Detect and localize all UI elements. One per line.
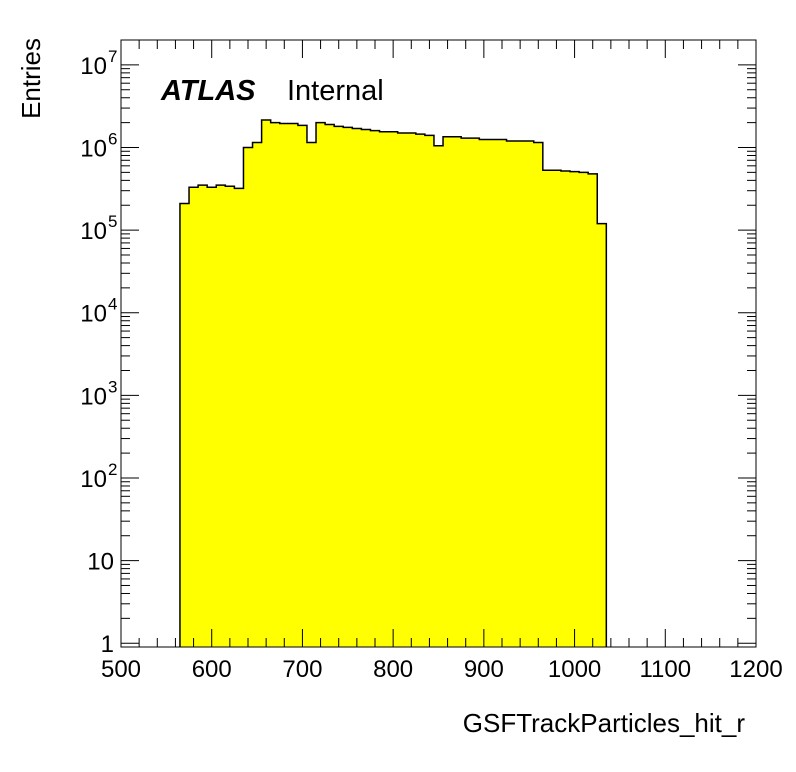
histogram-bar [225, 186, 235, 647]
histogram-bar [479, 139, 489, 647]
x-tick-label: 800 [373, 656, 413, 683]
x-tick-labels: 500 600 700 800 900 1000 1100 1200 [101, 656, 783, 683]
histogram-bar [524, 140, 535, 647]
histogram-bar [261, 120, 272, 648]
y-tick-label-exponent: 6 [108, 129, 117, 148]
histogram-bar [588, 173, 598, 647]
plot-frame [120, 39, 757, 648]
histogram-bar [243, 147, 254, 647]
histogram-bar [443, 136, 453, 648]
x-tick-label: 600 [192, 656, 232, 683]
histogram-bars [179, 120, 607, 648]
histogram-bar [506, 140, 517, 647]
histogram-bar [252, 142, 263, 647]
histogram-bar [352, 128, 362, 647]
histogram-bar [270, 122, 281, 647]
x-tick-label: 900 [464, 656, 504, 683]
x-tick-label: 500 [101, 656, 141, 683]
histogram-bar [433, 145, 444, 648]
histogram-bar [306, 142, 317, 647]
histogram-bar [207, 187, 217, 648]
histogram-outline [179, 119, 608, 647]
histogram-bar [560, 170, 571, 647]
histogram-bar [397, 132, 408, 647]
histogram-bar [234, 188, 244, 647]
histogram-bar [515, 140, 526, 647]
histogram-bar [406, 132, 417, 647]
histogram-bar [370, 130, 381, 648]
y-axis-ticks [121, 39, 756, 644]
histogram-bar [415, 134, 426, 648]
histogram-bar [297, 125, 308, 647]
histogram-bar [570, 171, 580, 647]
x-axis-title: GSFTrackParticles_hit_r [463, 708, 746, 738]
y-axis-title: Entries [16, 38, 46, 119]
histogram-bar [361, 129, 371, 648]
y-tick-label-exponent: 4 [108, 295, 117, 314]
histogram-bar [279, 123, 290, 647]
histogram-bar [189, 187, 199, 648]
histogram-bar [198, 185, 208, 647]
histogram-bar [379, 131, 390, 648]
histogram-bar [343, 127, 353, 648]
y-tick-label: 10 [80, 135, 107, 162]
histogram-bar [334, 126, 344, 648]
y-tick-label: 10 [80, 218, 107, 245]
histogram-bar [542, 170, 553, 647]
histogram-bar [497, 139, 508, 647]
histogram-bar [388, 131, 399, 648]
x-axis-ticks [120, 40, 757, 647]
y-tick-label: 10 [80, 466, 107, 493]
x-tick-label: 1000 [548, 656, 601, 683]
histogram-bar [579, 172, 589, 648]
x-tick-label: 1100 [639, 656, 691, 683]
histogram-bar [216, 185, 226, 647]
histogram-bar [488, 139, 498, 647]
y-tick-label: 10 [80, 301, 107, 328]
y-tick-label: 10 [80, 53, 107, 80]
y-tick-label: 10 [80, 383, 107, 410]
histogram-bar [288, 123, 299, 647]
x-tick-label: 1200 [729, 656, 782, 683]
histogram-bar [533, 142, 544, 647]
y-tick-label-exponent: 7 [108, 47, 117, 66]
histogram-bar [470, 138, 480, 647]
internal-label: Internal [287, 75, 384, 107]
y-tick-label: 1 [101, 631, 114, 658]
histogram-bar [179, 203, 190, 647]
histogram-bar [325, 124, 335, 647]
histogram-bar [597, 223, 607, 647]
histogram-bar [424, 135, 435, 648]
histogram-bar [461, 138, 471, 647]
histogram-bar [551, 170, 562, 647]
y-tick-label-exponent: 5 [108, 212, 117, 231]
y-tick-label-exponent: 3 [108, 377, 117, 396]
atlas-label: ATLAS [160, 75, 256, 107]
y-tick-label-exponent: 2 [108, 460, 117, 479]
y-tick-label: 10 [87, 549, 114, 576]
x-tick-label: 700 [282, 656, 322, 683]
histogram-bar [316, 122, 326, 647]
histogram-bar [452, 136, 462, 648]
